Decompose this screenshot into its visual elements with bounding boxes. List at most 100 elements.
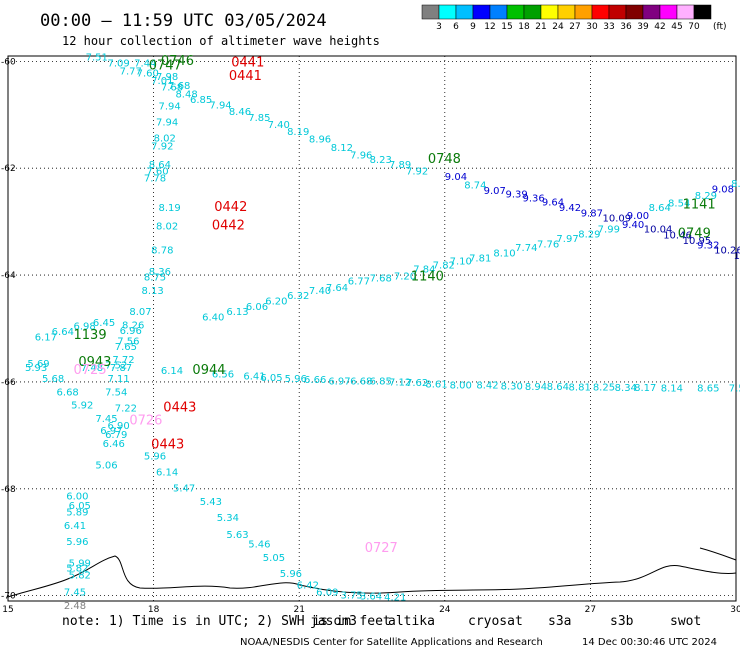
pass-id-label: 0749 bbox=[678, 227, 711, 242]
colorbar-label: 45 bbox=[671, 22, 682, 32]
wave-height-label: 8.74 bbox=[464, 181, 486, 192]
wave-height-label: 3.64 bbox=[360, 591, 382, 602]
colorbar-label: 15 bbox=[501, 22, 512, 32]
wave-height-label: 7.09 bbox=[107, 59, 129, 70]
wave-height-label: 5.92 bbox=[71, 401, 93, 412]
pass-id-label: 0442 bbox=[214, 200, 247, 215]
mission-name: s3b bbox=[610, 614, 634, 629]
wave-height-label: 7.68 bbox=[370, 273, 392, 284]
wave-height-label: 7.68 bbox=[168, 81, 190, 92]
wave-height-label: 8.78 bbox=[151, 246, 173, 257]
axis-ticks: -60 -62 -64 -66 -68 -70 15 18 21 24 27 30 bbox=[1, 57, 740, 615]
colorbar-label: 24 bbox=[552, 22, 564, 32]
wave-height-label: 8.54 bbox=[668, 199, 690, 210]
wave-height-label: 8.34 bbox=[615, 383, 637, 394]
pass-id-label: 0746 bbox=[161, 54, 194, 69]
pass-id-label: 0443 bbox=[163, 400, 196, 415]
wave-height-label: 7.92 bbox=[406, 167, 428, 178]
colorbar-swatch bbox=[506, 4, 525, 20]
wave-height-label: 6.05 bbox=[260, 373, 282, 384]
y-tick-label: -68 bbox=[1, 485, 16, 495]
wave-height-label: 5.96 bbox=[66, 537, 88, 548]
wave-height-label: 5.05 bbox=[263, 553, 285, 564]
wave-height-label: 8.42 bbox=[476, 380, 498, 391]
coastline bbox=[7, 547, 737, 598]
plot-frame bbox=[7, 55, 737, 602]
wave-height-label: 8.23 bbox=[370, 155, 392, 166]
wave-height-label: 10.26 bbox=[714, 246, 740, 257]
colorbar-swatch bbox=[574, 4, 593, 20]
wave-height-label: 9.42 bbox=[559, 203, 581, 214]
wave-height-label: 7.97 bbox=[556, 234, 578, 245]
wave-height-label: 5.89 bbox=[66, 508, 88, 519]
colorbar-swatch bbox=[455, 4, 474, 20]
wave-height-label: 6.79 bbox=[105, 430, 127, 441]
colorbar-swatch bbox=[472, 4, 491, 20]
x-tick-label: 21 bbox=[293, 605, 304, 615]
wave-height-label: 7.56 bbox=[117, 337, 139, 348]
pass-id-label: 1139 bbox=[74, 328, 107, 343]
wave-height-label: 5.06 bbox=[95, 460, 117, 471]
wave-height-label: 5.96 bbox=[285, 374, 307, 385]
wave-height-label: 7.76 bbox=[537, 239, 559, 250]
wave-height-label: 7.94 bbox=[156, 117, 178, 128]
wave-height-label: 8.10 bbox=[493, 248, 515, 259]
wave-height-label: 6.40 bbox=[202, 312, 224, 323]
wave-height-label: 5.82 bbox=[69, 571, 91, 582]
y-tick-label: -70 bbox=[1, 592, 16, 602]
wave-height-label: 7.68 bbox=[161, 83, 183, 94]
colorbar-swatch bbox=[421, 4, 440, 20]
wave-height-label: 6.97 bbox=[328, 377, 350, 388]
wave-height-label: 9.36 bbox=[522, 193, 544, 204]
pass-id-label: 0442 bbox=[212, 219, 245, 234]
colorbar-label: 27 bbox=[569, 22, 580, 32]
colorbar-label: 3 bbox=[436, 22, 442, 32]
wave-height-label: 8.19 bbox=[158, 203, 180, 214]
colorbar-label: 12 bbox=[484, 22, 495, 32]
wave-height-label: 8.61 bbox=[425, 379, 447, 390]
wave-height-label: 8.02 bbox=[154, 133, 176, 144]
wave-height-label: 6.32 bbox=[287, 291, 309, 302]
wave-height-label: 9.08 bbox=[712, 184, 734, 195]
mission-legend: jason3 altika cryosat s3a s3b swot bbox=[310, 614, 701, 629]
colorbar-label: 21 bbox=[535, 22, 546, 32]
wave-height-label: 6.56 bbox=[212, 370, 234, 381]
footer-note: note: 1) Time is in UTC; 2) SWH is in fe… bbox=[62, 614, 391, 629]
wave-height-label: 7.01 bbox=[151, 76, 173, 87]
wave-height-label: 4.21 bbox=[384, 592, 406, 603]
wave-height-label: 8.79 bbox=[731, 179, 740, 190]
wave-height-label: 8.14 bbox=[661, 384, 683, 395]
wave-height-label: 8.48 bbox=[175, 90, 197, 101]
wave-height-label: 7.45 bbox=[64, 588, 86, 599]
wave-height-label: 6.85 bbox=[190, 95, 212, 106]
colorbar-swatch bbox=[693, 4, 712, 20]
wave-height-label: 6.90 bbox=[107, 421, 129, 432]
wave-height-label: 6.00 bbox=[66, 491, 88, 502]
wave-height-label: 8.36 bbox=[149, 267, 171, 278]
wave-height-label: 7.81 bbox=[469, 254, 491, 265]
wave-height-label: 7.82 bbox=[433, 261, 455, 272]
colorbar-label: 36 bbox=[620, 22, 632, 32]
wave-height-label: 6.66 bbox=[304, 375, 326, 386]
wave-height-label: 7.98 bbox=[156, 72, 178, 83]
wave-height-label: 7.40 bbox=[268, 120, 290, 131]
wave-height-label: 7.20 bbox=[394, 271, 416, 282]
x-tick-label: 24 bbox=[439, 605, 451, 615]
colorbar-label: 9 bbox=[470, 22, 476, 32]
colorbar-swatch bbox=[608, 4, 627, 20]
wave-height-label: 9.39 bbox=[505, 190, 527, 201]
wave-height-label: 5.46 bbox=[248, 540, 270, 551]
wave-height-label: 5.43 bbox=[200, 497, 222, 508]
wave-height-label: 6.64 bbox=[52, 327, 74, 338]
colorbar-swatch bbox=[438, 4, 457, 20]
wave-height-label: 7.22 bbox=[115, 403, 137, 414]
wave-height-label: 7.87 bbox=[110, 363, 132, 374]
wave-height-label: 6.41 bbox=[243, 371, 265, 382]
wave-height-label: 8.12 bbox=[331, 143, 353, 154]
wave-height-label: 8.07 bbox=[129, 307, 151, 318]
coastline-path bbox=[7, 555, 737, 598]
wave-height-label: 8.94 bbox=[525, 382, 547, 393]
wave-height-label: 5.68 bbox=[42, 374, 64, 385]
wave-height-label: 5.96 bbox=[144, 451, 166, 462]
wave-height-label: 7.84 bbox=[413, 264, 435, 275]
